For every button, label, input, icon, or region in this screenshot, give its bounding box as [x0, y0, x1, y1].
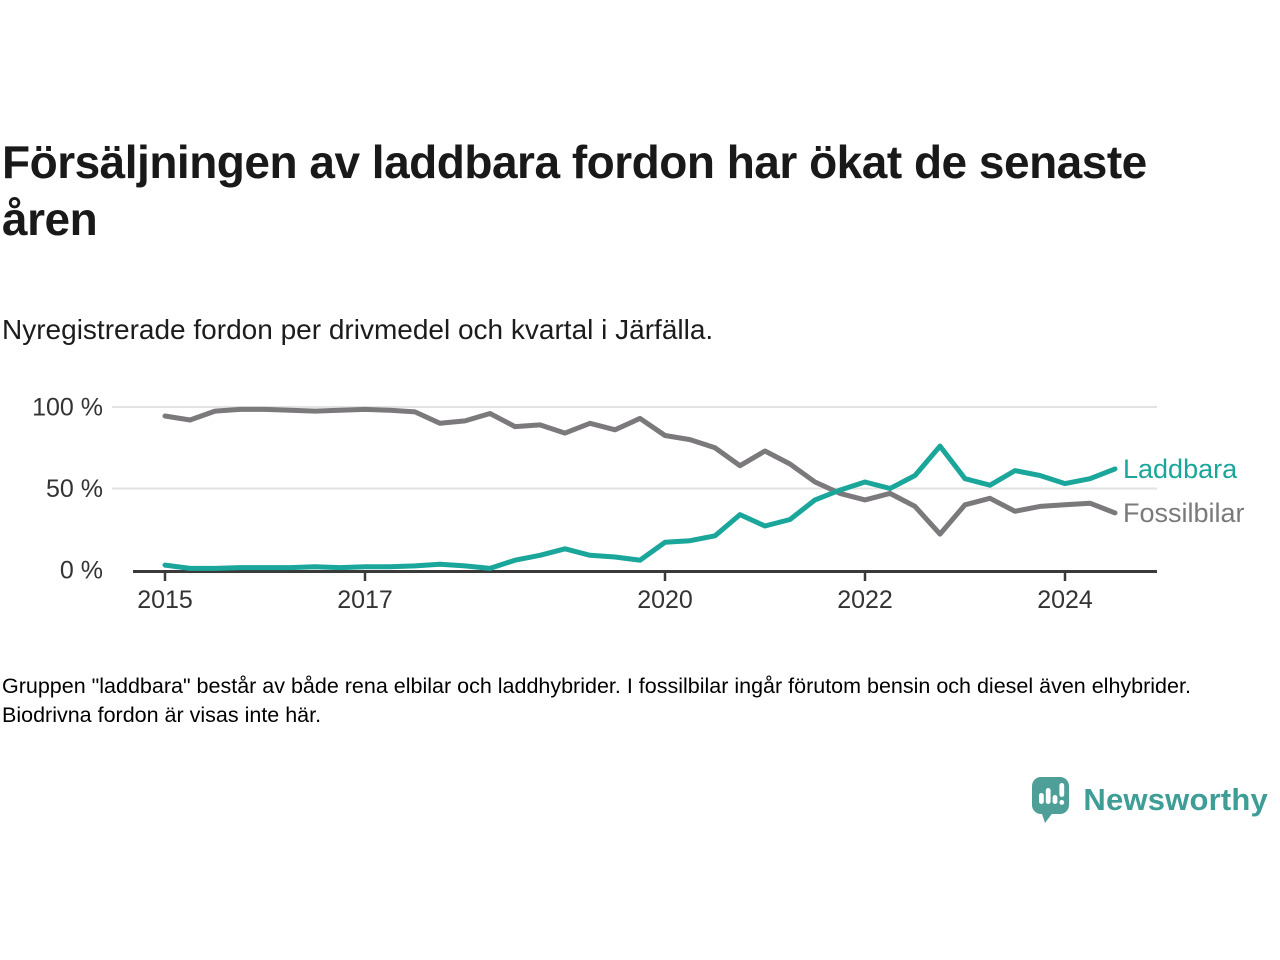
line-chart: 2015 2017 2020 2022 2024 0 % 50 % 100 % Fossilbi…: [0, 378, 1280, 628]
footnote: Gruppen "laddbara" består av både rena e…: [2, 674, 1191, 727]
brand-name: Newsworthy: [1083, 781, 1268, 817]
x-tick-label: 2020: [637, 586, 693, 614]
chart-subtitle: Nyregistrerade fordon per drivmedel och …: [2, 314, 714, 345]
line-chart-canvas: 2015 2017 2020 2022 2024 0 % 50 % 100 % Fossilbi…: [32, 394, 1245, 615]
x-tick-label: 2015: [137, 586, 193, 614]
y-tick-label: 0 %: [60, 557, 103, 585]
x-tick-label: 2017: [337, 586, 393, 614]
series-laddbara-line: [162, 443, 1118, 571]
series-label-fossilbilar: Fossilbilar: [1123, 498, 1245, 528]
x-tick-label: 2024: [1037, 586, 1093, 614]
x-tick-label: 2022: [837, 586, 893, 614]
chart-title: Försäljningen av laddbara fordon har öka…: [2, 136, 1147, 245]
series-label-laddbara: Laddbara: [1123, 454, 1238, 484]
y-tick-label: 100 %: [32, 394, 103, 422]
series-fossilbilar-line: [162, 406, 1118, 537]
y-tick-label: 50 %: [46, 475, 103, 503]
branding: Newsworthy: [1031, 776, 1268, 823]
newsworthy-logo-icon: [1032, 777, 1070, 823]
